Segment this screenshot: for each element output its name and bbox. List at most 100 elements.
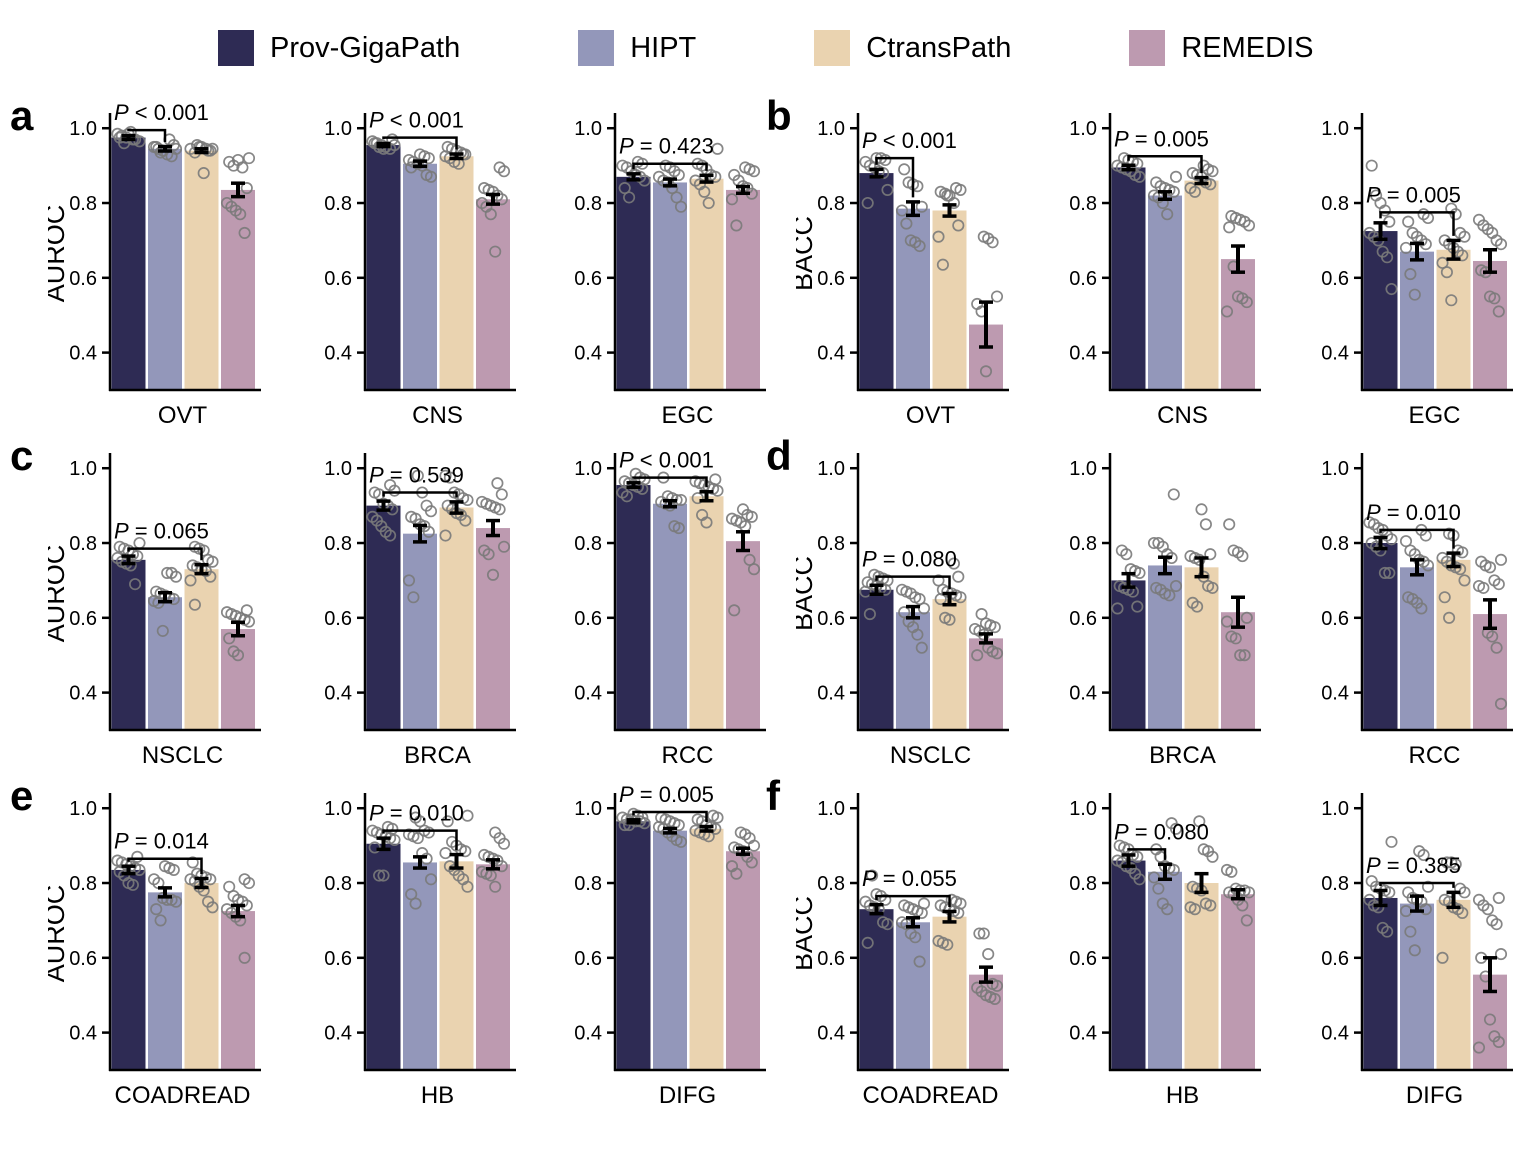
chart-hb-auroc: P = 0.010 0.4 0.6 0.8 1.0 HB [303,775,533,1115]
scatter-point [1152,882,1165,895]
scatter-point [709,822,722,835]
bar-remedis [1221,259,1255,390]
x-axis-label: HB [1166,1082,1199,1109]
bar-ctranspath [184,569,219,730]
axis-tick-label: 0.6 [1321,268,1349,290]
scatter-point [238,951,251,964]
scatter-point [1242,219,1256,232]
scatter-point [131,850,144,863]
scatter-point [443,471,456,484]
scatter-point [1436,951,1449,964]
scatter-point [156,624,169,637]
significance-bracket [632,476,708,488]
error-bar [942,909,957,924]
x-axis-label: NSCLC [890,742,971,769]
error-bar [449,152,464,161]
scatter-point [1488,292,1501,305]
significance-bracket [875,894,951,907]
axis-tick-label: 1.0 [69,798,97,820]
error-bar [1483,248,1497,274]
scatter-point [1383,886,1396,899]
scatter-point [1477,581,1490,594]
bar-remedis [221,189,255,390]
error-bar [699,490,714,503]
scatter-point [154,914,167,927]
scatter-point [424,170,438,183]
legend: Prov-GigaPath HIPT CtransPath REMEDIS [218,30,1313,66]
scatter-point [1440,266,1453,279]
scatter-point [1381,251,1394,264]
scatter-point [1372,901,1385,914]
chart-ovt-bacc: P < 0.001 0.4 0.6 0.8 1.0 OVT BACC [788,95,1026,435]
scatter-point [979,365,993,378]
scatter-point [672,818,685,832]
error-bar [626,481,641,490]
error-bar [1121,163,1136,172]
axis-tick-label: 0.4 [324,343,352,365]
axis-tick-label: 0.8 [1321,193,1349,215]
significance-bracket [1127,848,1167,860]
scatter-point [879,893,892,906]
scatter-point [197,167,210,180]
error-bar [626,818,641,825]
bar-remedis [476,864,510,1070]
x-axis-label: DIFG [659,1082,716,1109]
error-bar [663,826,677,835]
bar-prov-gigapath [1111,167,1146,390]
error-bar [869,583,884,596]
scatter-point [167,593,180,606]
legend-label: Prov-GigaPath [270,31,461,64]
scatter-point [1206,581,1219,594]
legend-swatch-hipt [578,30,615,66]
scatter-point [917,602,931,615]
bar-prov-gigapath [616,176,651,390]
chart-svg: P < 0.001 0.4 0.6 0.8 1.0 OVT BACC [788,113,1009,429]
axis-tick-label: 0.8 [574,873,602,895]
axis-tick-label: 0.8 [817,873,845,895]
axis-tick-label: 0.8 [574,533,602,555]
error-bar [1121,853,1136,868]
error-bar [699,824,714,833]
bar-prov-gigapath [616,485,651,730]
significance-bracket [127,857,203,875]
bar-remedis [1221,894,1255,1070]
scatter-point [879,153,892,167]
scatter-point [411,469,424,482]
error-bar [231,903,245,919]
p-value-label: P = 0.005 [619,782,714,807]
axis-tick-label: 1.0 [1321,798,1349,820]
scatter-point [124,559,137,572]
axis-tick-label: 0.6 [69,948,97,970]
error-bar [1410,558,1424,577]
chart-rcc-bacc: P = 0.010 0.4 0.6 0.8 1.0 RCC [1300,435,1530,775]
p-value-label: P = 0.005 [1366,182,1461,207]
scatter-point [1494,948,1508,961]
legend-label: HIPT [630,31,697,64]
scatter-point [1381,925,1394,938]
scatter-point [915,906,928,919]
axis-tick-label: 0.4 [574,683,602,705]
scatter-point [1234,649,1247,662]
axis-tick-label: 1.0 [324,798,352,820]
axis-tick-label: 1.0 [1321,458,1349,480]
axis-tick-label: 0.8 [69,873,97,895]
error-bar [413,855,427,870]
axis-tick-label: 0.4 [324,1023,352,1045]
scatter-point [879,583,892,596]
axis-tick-label: 0.8 [1321,533,1349,555]
scatter-point [881,183,894,196]
scatter-point [747,839,761,852]
error-bar [869,167,884,179]
chart-egc-bacc: P = 0.005 0.4 0.6 0.8 1.0 EGC [1300,95,1530,435]
p-value-label: P = 0.010 [1366,500,1461,525]
chart-nsclc-auroc: P = 0.065 0.4 0.6 0.8 1.0 NSCLC AUROC [40,435,278,775]
bar-ctranspath [689,178,724,390]
error-bar [1373,888,1388,908]
chart-svg: P = 0.539 0.4 0.6 0.8 1.0 BRCA [324,453,516,769]
p-value-label: P = 0.055 [862,866,957,891]
scatter-point [1204,899,1217,912]
scatter-point [915,641,928,654]
scatter-point [990,290,1004,303]
x-axis-label: COADREAD [114,1082,250,1109]
scatter-point [1481,903,1494,916]
